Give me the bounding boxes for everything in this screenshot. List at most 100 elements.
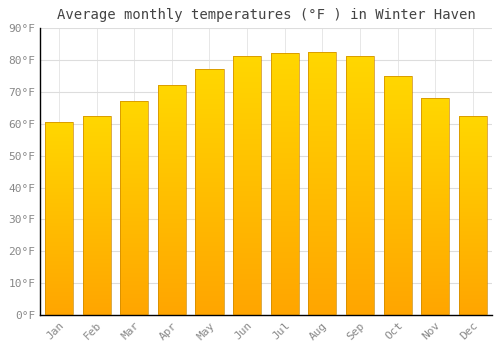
Bar [308,276,336,279]
Bar [346,232,374,235]
Bar [45,308,73,310]
Bar [45,269,73,271]
Bar [270,82,299,85]
Bar [233,206,261,209]
Bar [158,297,186,299]
Bar [308,183,336,186]
Bar [45,224,73,226]
Bar [421,135,450,137]
Bar [421,111,450,113]
Bar [458,138,487,140]
Bar [120,133,148,135]
Bar [308,194,336,197]
Bar [458,261,487,264]
Bar [82,183,110,186]
Bar [233,64,261,67]
Bar [270,161,299,163]
Bar [346,310,374,313]
Bar [421,292,450,294]
Bar [82,258,110,259]
Bar [196,310,224,313]
Bar [196,306,224,308]
Bar [120,210,148,212]
Bar [196,212,224,215]
Bar [82,211,110,214]
Bar [346,243,374,245]
Bar [308,181,336,183]
Bar [308,110,336,112]
Bar [270,148,299,150]
Bar [384,128,411,131]
Bar [384,183,411,186]
Bar [158,113,186,115]
Bar [421,294,450,296]
Bar [346,93,374,95]
Bar [458,116,487,118]
Bar [196,264,224,266]
Bar [45,219,73,220]
Bar [458,202,487,203]
Bar [196,72,224,74]
Bar [196,276,224,279]
Bar [458,118,487,120]
Bar [158,177,186,180]
Bar [384,275,411,277]
Bar [308,205,336,207]
Bar [384,212,411,215]
Bar [270,88,299,90]
Bar [458,264,487,265]
Bar [421,309,450,311]
Bar [120,240,148,243]
Bar [270,226,299,229]
Bar [270,224,299,226]
Bar [82,216,110,217]
Bar [45,180,73,182]
Bar [458,217,487,219]
Bar [82,253,110,256]
Bar [346,145,374,147]
Bar [196,163,224,165]
Bar [308,118,336,120]
Bar [82,244,110,245]
Bar [384,169,411,171]
Bar [421,259,450,261]
Bar [270,169,299,171]
Bar [308,244,336,247]
Bar [158,272,186,274]
Bar [233,284,261,287]
Bar [120,294,148,296]
Bar [120,198,148,200]
Bar [308,73,336,75]
Bar [82,126,110,128]
Bar [308,310,336,313]
Bar [158,258,186,260]
Bar [308,207,336,210]
Bar [82,241,110,244]
Bar [421,222,450,224]
Bar [458,155,487,158]
Bar [458,169,487,172]
Bar [346,69,374,72]
Bar [196,293,224,296]
Bar [82,205,110,208]
Bar [120,271,148,273]
Bar [233,145,261,147]
Bar [158,97,186,99]
Bar [233,147,261,150]
Bar [82,287,110,289]
Bar [233,204,261,206]
Bar [45,145,73,147]
Bar [421,300,450,302]
Bar [158,196,186,198]
Bar [82,273,110,275]
Bar [308,239,336,241]
Bar [384,301,411,303]
Bar [421,120,450,122]
Bar [270,134,299,137]
Bar [45,211,73,213]
Bar [233,56,261,315]
Bar [458,224,487,225]
Bar [196,128,224,131]
Bar [458,160,487,162]
Bar [421,207,450,209]
